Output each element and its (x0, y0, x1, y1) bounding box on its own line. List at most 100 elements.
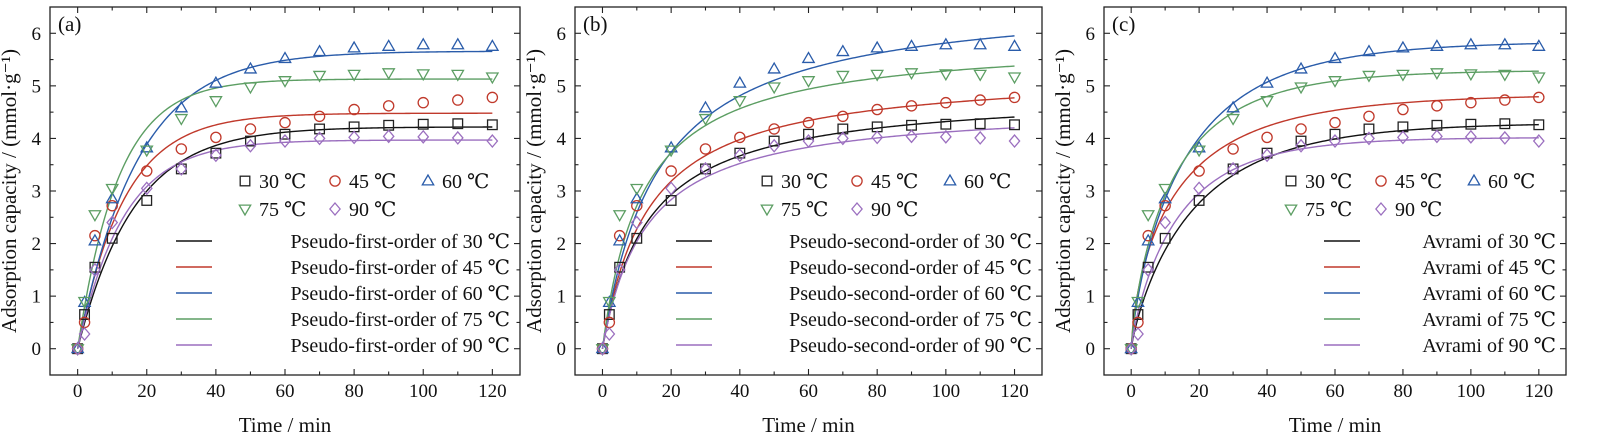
data-point (348, 103, 360, 116)
data-point (451, 130, 464, 145)
data-point (279, 134, 291, 149)
data-point (417, 118, 429, 130)
data-point (1531, 72, 1546, 85)
data-point (1295, 138, 1307, 153)
data-point (450, 69, 465, 82)
fit-curve (1130, 42, 1539, 349)
legend-label: Pseudo-second-order of 60 ℃ (789, 283, 1032, 305)
data-point (940, 96, 952, 109)
data-point (381, 39, 396, 51)
data-point (1007, 39, 1022, 51)
data-point (1124, 344, 1139, 357)
data-point (1125, 341, 1138, 356)
data-point (279, 128, 291, 140)
data-point (905, 100, 918, 112)
y-tick-label: 0 (1086, 339, 1096, 360)
data-point (870, 40, 885, 53)
data-point (1260, 96, 1274, 108)
legend-marker (761, 175, 773, 187)
data-point (802, 134, 815, 149)
data-point (1363, 131, 1375, 146)
legend-label: Avrami of 90 ℃ (1422, 335, 1556, 357)
data-point (1532, 134, 1545, 149)
y-tick-label: 0 (557, 339, 567, 360)
x-tick-label: 80 (868, 381, 887, 402)
legend-marker (239, 175, 251, 187)
data-point (665, 181, 678, 196)
y-tick-label: 3 (32, 182, 42, 203)
data-point (1499, 94, 1511, 106)
legend-marker (760, 204, 774, 217)
data-point (664, 140, 678, 153)
data-point (486, 91, 499, 104)
data-point (602, 296, 617, 309)
data-point (629, 183, 644, 196)
data-point (698, 100, 713, 113)
y-tick-label: 4 (32, 129, 42, 150)
fit-curve (601, 65, 1015, 349)
data-point (312, 44, 327, 57)
panel-label: (b) (583, 12, 608, 36)
data-point (734, 131, 746, 144)
data-point (382, 129, 395, 144)
data-point (485, 39, 500, 51)
data-point (347, 40, 361, 53)
data-point (1142, 229, 1154, 242)
data-point (1498, 37, 1512, 50)
fit-curve (601, 97, 1015, 349)
data-point (870, 69, 885, 82)
x-tick-label: 60 (799, 381, 818, 402)
chart-panel: 0 20 40 60 80 100 120 0 1 2 3 4 5 6 (c) Time / min Adsor… (1051, 6, 1567, 437)
y-axis-label: Adsorption capacity / (mmol·g⁻¹) (522, 49, 546, 333)
data-point (1132, 326, 1144, 341)
data-point (175, 143, 188, 155)
data-point (70, 344, 85, 357)
legend-label: 75 ℃ (1305, 199, 1352, 221)
data-point (973, 69, 988, 82)
data-point (486, 119, 498, 131)
data-point (1159, 215, 1172, 230)
legend-marker (1375, 175, 1387, 187)
data-point (904, 39, 919, 51)
data-point (417, 96, 429, 109)
data-point (1227, 161, 1240, 176)
data-point (1362, 44, 1376, 57)
x-tick-label: 80 (1393, 381, 1412, 402)
x-tick-label: 20 (137, 381, 156, 402)
data-point (1295, 123, 1307, 135)
data-point (452, 118, 464, 130)
data-point (1499, 118, 1511, 130)
data-point (278, 76, 292, 88)
data-point (664, 145, 678, 158)
legend-label: Pseudo-first-order of 45 ℃ (290, 257, 510, 279)
data-point (596, 341, 609, 356)
y-tick-label: 6 (557, 24, 567, 45)
data-point (141, 195, 153, 206)
data-point (768, 138, 781, 153)
data-point (1142, 261, 1154, 273)
data-point (1124, 341, 1139, 354)
legend-label: Pseudo-first-order of 60 ℃ (290, 283, 510, 305)
data-point (312, 70, 327, 83)
x-tick-label: 20 (662, 381, 681, 402)
data-point (1158, 183, 1172, 196)
data-point (1226, 100, 1240, 113)
x-tick-label: 60 (1326, 381, 1345, 402)
legend-label: 60 ℃ (442, 171, 489, 193)
x-tick-label: 120 (1525, 381, 1554, 402)
data-point (1396, 130, 1409, 145)
legend-label: 45 ℃ (871, 171, 918, 193)
data-point (603, 326, 616, 341)
data-point (629, 191, 644, 204)
legend-label: Pseudo-first-order of 75 ℃ (290, 309, 510, 331)
data-point (699, 143, 712, 155)
data-point (348, 121, 360, 133)
data-point (77, 296, 92, 309)
data-point (210, 131, 222, 144)
legend-label: 30 ℃ (259, 171, 306, 193)
data-point (1533, 91, 1545, 104)
legend-marker (1284, 204, 1298, 217)
data-point (1397, 103, 1409, 116)
data-point (347, 69, 361, 82)
y-tick-label: 2 (1086, 234, 1096, 255)
